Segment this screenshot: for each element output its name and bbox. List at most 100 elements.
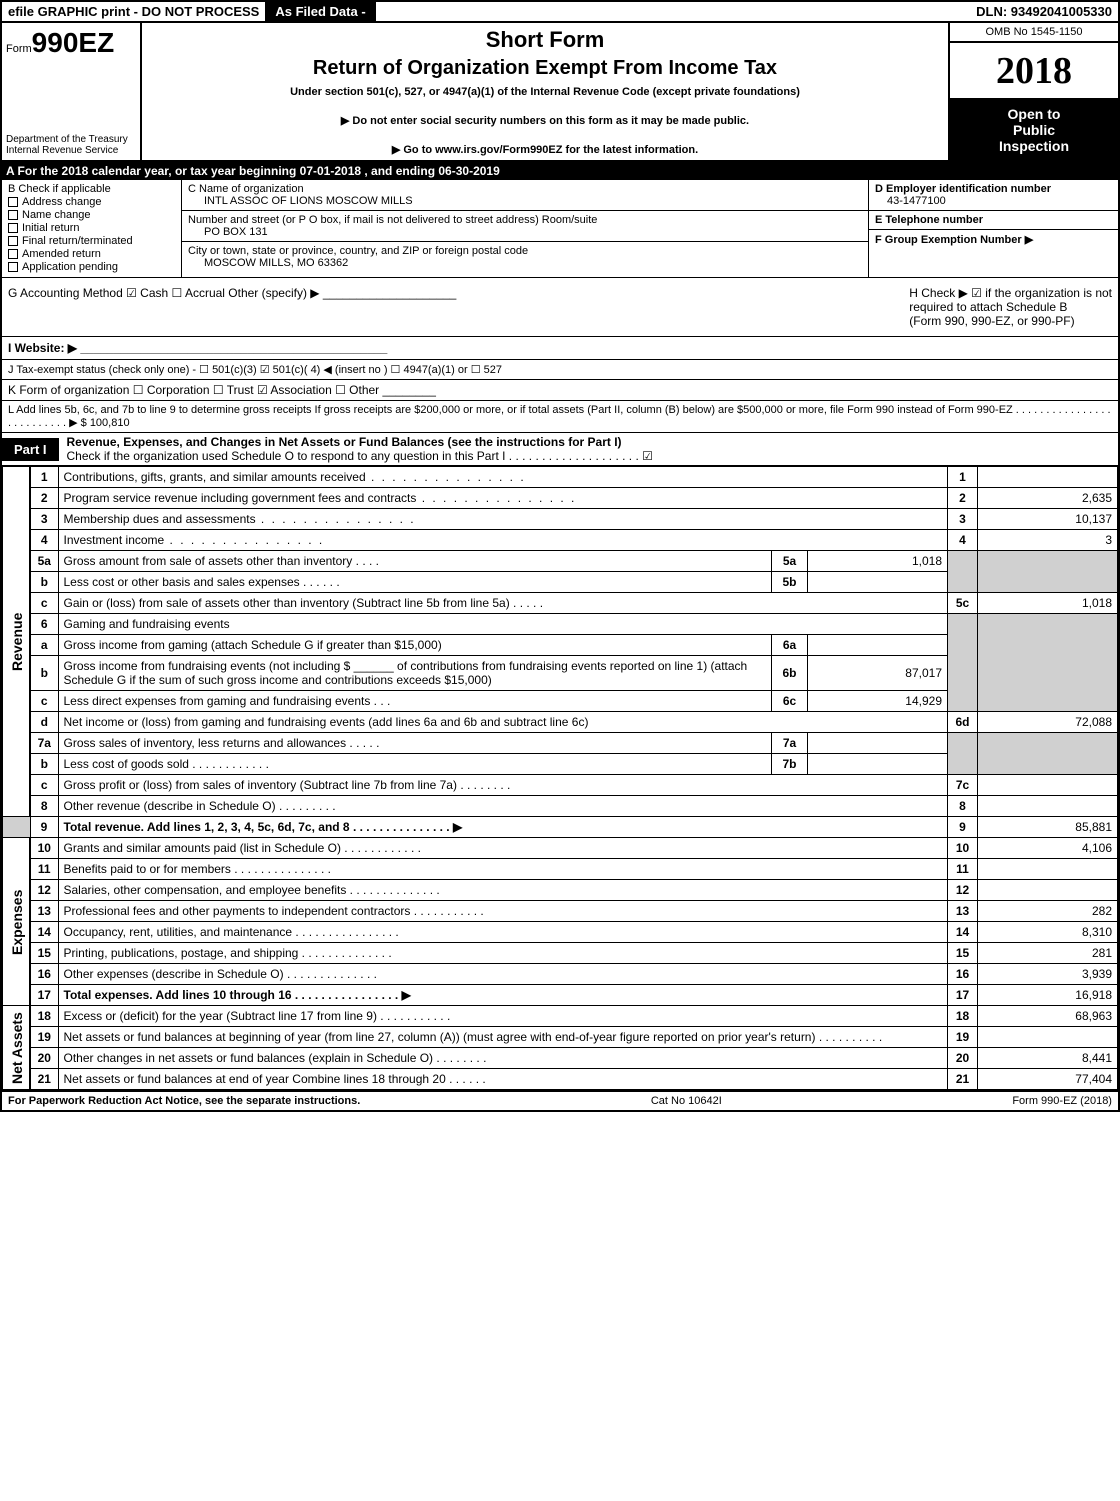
- row-a: A For the 2018 calendar year, or tax yea…: [2, 162, 1118, 180]
- open2: Public: [952, 122, 1116, 138]
- header-center: Short Form Return of Organization Exempt…: [142, 23, 948, 160]
- footer-mid: Cat No 10642I: [651, 1095, 722, 1107]
- header-right: OMB No 1545-1150 2018 Open to Public Ins…: [948, 23, 1118, 160]
- expenses-vlabel: Expenses: [3, 838, 31, 1006]
- section-bc: B Check if applicable Address change Nam…: [2, 180, 1118, 278]
- col-b: B Check if applicable Address change Nam…: [2, 180, 182, 277]
- d-val: 43-1477100: [875, 195, 1112, 207]
- line-1: Revenue 1 Contributions, gifts, grants, …: [3, 467, 1118, 488]
- form-number: Form990EZ: [6, 27, 136, 59]
- row-g: G Accounting Method ☑ Cash ☐ Accrual Oth…: [2, 278, 1118, 337]
- short-form-title: Short Form: [148, 27, 942, 53]
- cb-final[interactable]: Final return/terminated: [8, 235, 175, 247]
- line-19: 19 Net assets or fund balances at beginn…: [3, 1027, 1118, 1048]
- line-5a: 5a Gross amount from sale of assets othe…: [3, 551, 1118, 572]
- p1-check: Check if the organization used Schedule …: [67, 449, 653, 463]
- row-i: I Website: ▶ ___________________________…: [2, 337, 1118, 360]
- open1: Open to: [952, 106, 1116, 122]
- f-box: F Group Exemption Number ▶: [869, 230, 1118, 277]
- dept-text: Department of the Treasury Internal Reve…: [6, 134, 136, 156]
- line-21: 21 Net assets or fund balances at end of…: [3, 1069, 1118, 1090]
- addr-row: Number and street (or P O box, if mail i…: [182, 211, 868, 242]
- line-14: 14 Occupancy, rent, utilities, and maint…: [3, 922, 1118, 943]
- line-10: Expenses 10 Grants and similar amounts p…: [3, 838, 1118, 859]
- open3: Inspection: [952, 138, 1116, 154]
- return-title: Return of Organization Exempt From Incom…: [148, 57, 942, 80]
- top-bar-left: efile GRAPHIC print - DO NOT PROCESS As …: [2, 2, 376, 21]
- line-11: 11 Benefits paid to or for members . . .…: [3, 859, 1118, 880]
- revenue-vlabel: Revenue: [3, 467, 31, 817]
- subtitle: Under section 501(c), 527, or 4947(a)(1)…: [148, 86, 942, 98]
- row-l: L Add lines 5b, 6c, and 7b to line 9 to …: [2, 401, 1118, 433]
- netassets-vlabel: Net Assets: [3, 1006, 31, 1090]
- line-12: 12 Salaries, other compensation, and emp…: [3, 880, 1118, 901]
- as-filed-label: As Filed Data -: [265, 2, 375, 21]
- h1: H Check ▶ ☑ if the organization is not: [909, 286, 1112, 300]
- form-prefix: Form: [6, 43, 32, 55]
- line-4: 4 Investment income 4 3: [3, 530, 1118, 551]
- top-bar: efile GRAPHIC print - DO NOT PROCESS As …: [2, 2, 1118, 23]
- cb-address[interactable]: Address change: [8, 196, 175, 208]
- part1-tab: Part I: [2, 438, 59, 461]
- c-label: C Name of organization: [188, 183, 862, 195]
- line-18: Net Assets 18 Excess or (deficit) for th…: [3, 1006, 1118, 1027]
- g-right: H Check ▶ ☑ if the organization is not r…: [909, 286, 1112, 328]
- d-box: D Employer identification number 43-1477…: [869, 180, 1118, 211]
- e-label: E Telephone number: [875, 214, 1112, 226]
- city-label: City or town, state or province, country…: [188, 245, 862, 257]
- row-k: K Form of organization ☐ Corporation ☐ T…: [2, 380, 1118, 401]
- addr-label: Number and street (or P O box, if mail i…: [188, 214, 862, 226]
- line-8: 8 Other revenue (describe in Schedule O)…: [3, 796, 1118, 817]
- form-no: 990EZ: [32, 27, 115, 58]
- omb-number: OMB No 1545-1150: [950, 23, 1118, 43]
- instr2: ▶ Go to www.irs.gov/Form990EZ for the la…: [148, 143, 942, 156]
- line-6: 6 Gaming and fundraising events: [3, 614, 1118, 635]
- col-def: D Employer identification number 43-1477…: [868, 180, 1118, 277]
- line-9: 9 Total revenue. Add lines 1, 2, 3, 4, 5…: [3, 817, 1118, 838]
- dept2: Internal Revenue Service: [6, 145, 136, 156]
- part1-header: Part I Revenue, Expenses, and Changes in…: [2, 433, 1118, 466]
- city-val: MOSCOW MILLS, MO 63362: [188, 257, 862, 269]
- efile-label: efile GRAPHIC print - DO NOT PROCESS: [2, 2, 265, 21]
- footer-left: For Paperwork Reduction Act Notice, see …: [8, 1095, 360, 1107]
- line-15: 15 Printing, publications, postage, and …: [3, 943, 1118, 964]
- col-b-label: B Check if applicable: [8, 183, 175, 195]
- line-3: 3 Membership dues and assessments 3 10,1…: [3, 509, 1118, 530]
- part1-table: Revenue 1 Contributions, gifts, grants, …: [2, 466, 1118, 1090]
- c-val: INTL ASSOC OF LIONS MOSCOW MILLS: [188, 195, 862, 207]
- instr1: ▶ Do not enter social security numbers o…: [148, 114, 942, 127]
- line-2: 2 Program service revenue including gove…: [3, 488, 1118, 509]
- f-label: F Group Exemption Number ▶: [875, 233, 1112, 246]
- cb-name[interactable]: Name change: [8, 209, 175, 221]
- line-17: 17 Total expenses. Add lines 10 through …: [3, 985, 1118, 1006]
- line-6d: d Net income or (loss) from gaming and f…: [3, 712, 1118, 733]
- g-left: G Accounting Method ☑ Cash ☐ Accrual Oth…: [8, 286, 456, 328]
- line-16: 16 Other expenses (describe in Schedule …: [3, 964, 1118, 985]
- open-public: Open to Public Inspection: [950, 100, 1118, 160]
- header-row: Form990EZ Department of the Treasury Int…: [2, 23, 1118, 162]
- org-name-row: C Name of organization INTL ASSOC OF LIO…: [182, 180, 868, 211]
- h3: (Form 990, 990-EZ, or 990-PF): [909, 314, 1112, 328]
- e-box: E Telephone number: [869, 211, 1118, 230]
- line-5c: c Gain or (loss) from sale of assets oth…: [3, 593, 1118, 614]
- footer-right: Form 990-EZ (2018): [1012, 1095, 1112, 1107]
- header-left: Form990EZ Department of the Treasury Int…: [2, 23, 142, 160]
- part1-title: Revenue, Expenses, and Changes in Net As…: [59, 433, 661, 465]
- form-990ez: efile GRAPHIC print - DO NOT PROCESS As …: [0, 0, 1120, 1112]
- cb-initial[interactable]: Initial return: [8, 222, 175, 234]
- cb-pending[interactable]: Application pending: [8, 261, 175, 273]
- addr-val: PO BOX 131: [188, 226, 862, 238]
- dln-label: DLN: 93492041005330: [970, 2, 1118, 21]
- line-13: 13 Professional fees and other payments …: [3, 901, 1118, 922]
- dept1: Department of the Treasury: [6, 134, 136, 145]
- col-c: C Name of organization INTL ASSOC OF LIO…: [182, 180, 868, 277]
- line-20: 20 Other changes in net assets or fund b…: [3, 1048, 1118, 1069]
- tax-year: 2018: [950, 43, 1118, 100]
- p1-t: Revenue, Expenses, and Changes in Net As…: [67, 435, 622, 449]
- footer: For Paperwork Reduction Act Notice, see …: [2, 1090, 1118, 1110]
- city-row: City or town, state or province, country…: [182, 242, 868, 272]
- cb-amended[interactable]: Amended return: [8, 248, 175, 260]
- row-j: J Tax-exempt status (check only one) - ☐…: [2, 360, 1118, 380]
- h2: required to attach Schedule B: [909, 300, 1112, 314]
- d-label: D Employer identification number: [875, 183, 1112, 195]
